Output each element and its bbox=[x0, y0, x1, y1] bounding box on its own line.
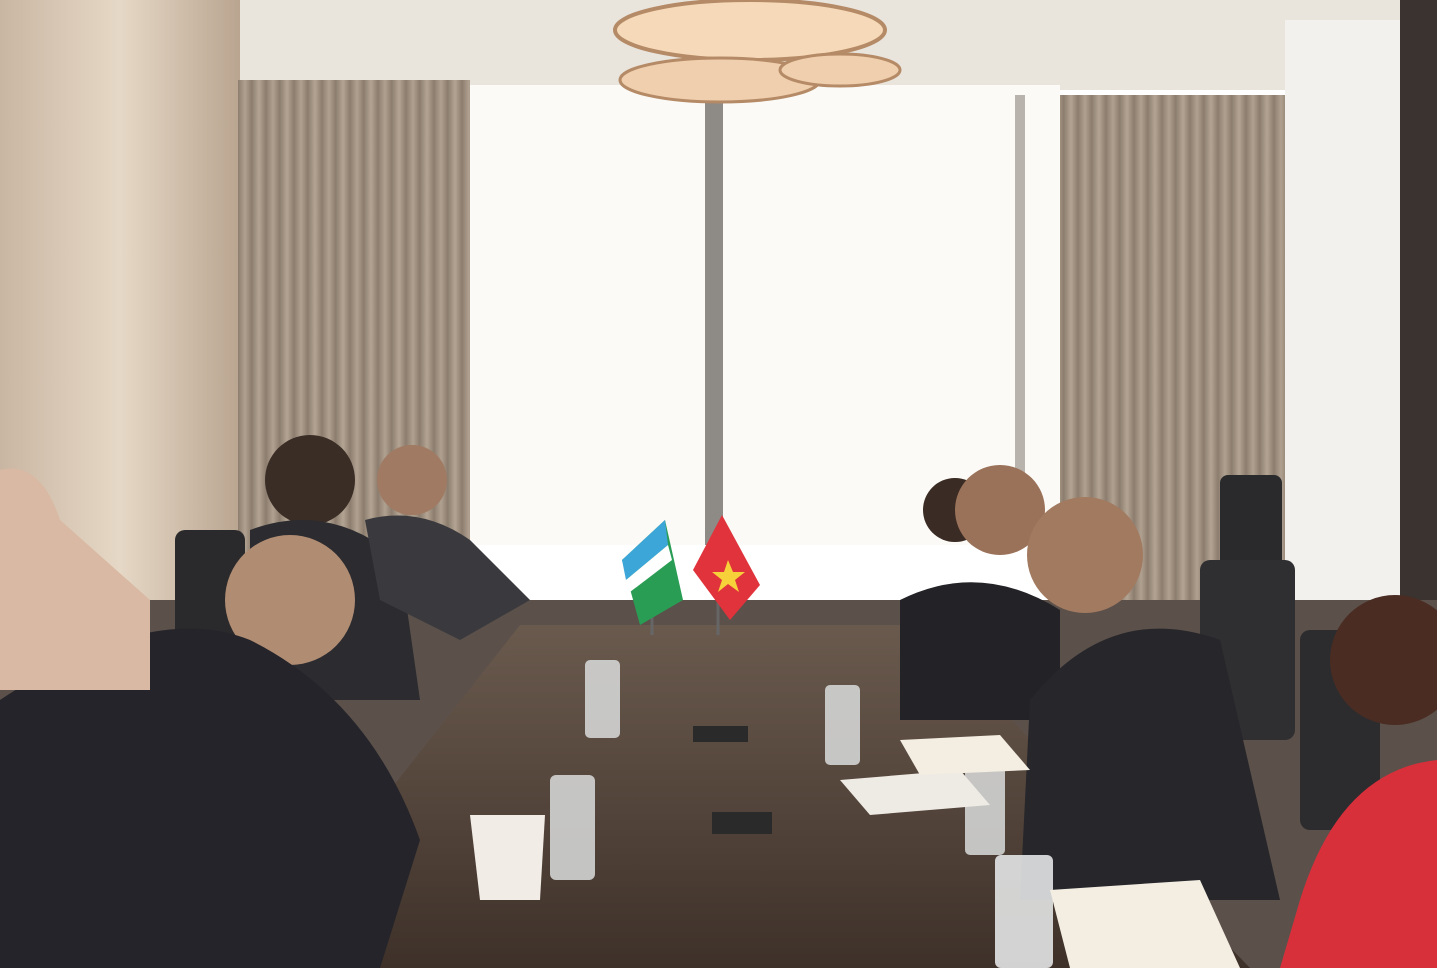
phone bbox=[712, 812, 772, 834]
phone bbox=[693, 726, 748, 742]
person-head bbox=[955, 465, 1045, 555]
flag-star bbox=[712, 560, 745, 592]
flag bbox=[626, 545, 672, 592]
person-head bbox=[1027, 497, 1143, 613]
person-head bbox=[377, 445, 447, 515]
person bbox=[0, 628, 420, 968]
person bbox=[1280, 760, 1437, 968]
person bbox=[365, 515, 530, 640]
person-head bbox=[225, 535, 355, 665]
cup bbox=[470, 815, 545, 900]
person bbox=[900, 582, 1060, 720]
glass bbox=[550, 775, 595, 880]
person-head bbox=[1330, 595, 1437, 725]
person-head bbox=[265, 435, 355, 525]
person bbox=[0, 468, 150, 690]
window-frame bbox=[705, 85, 723, 545]
flag bbox=[622, 520, 668, 580]
notebook bbox=[1050, 880, 1240, 968]
paper bbox=[840, 770, 990, 815]
lamp bbox=[778, 52, 902, 88]
window bbox=[470, 85, 1060, 545]
curtain bbox=[238, 80, 470, 600]
notebook bbox=[900, 735, 1030, 775]
glass bbox=[965, 765, 1005, 855]
person bbox=[1020, 628, 1280, 900]
window-frame bbox=[1015, 95, 1025, 545]
glass bbox=[995, 855, 1053, 968]
glass bbox=[825, 685, 860, 765]
lamp bbox=[613, 0, 887, 62]
glass bbox=[585, 660, 620, 738]
